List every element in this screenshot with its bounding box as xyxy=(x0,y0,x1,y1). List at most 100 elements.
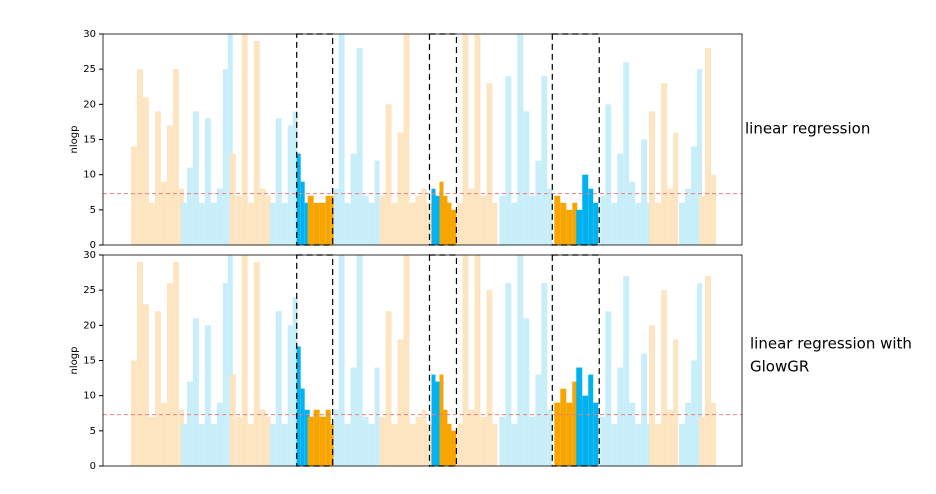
point-column xyxy=(229,374,236,466)
point-column xyxy=(435,195,441,245)
point-column xyxy=(222,283,228,466)
point-column xyxy=(572,202,578,245)
point-column xyxy=(338,255,345,466)
point-column xyxy=(421,409,427,466)
point-column xyxy=(192,318,199,466)
point-column xyxy=(451,430,457,466)
point-column xyxy=(474,34,481,245)
point-column xyxy=(192,111,199,245)
point-column xyxy=(319,416,326,466)
point-column xyxy=(216,188,223,245)
point-column xyxy=(160,402,167,466)
point-column xyxy=(649,325,656,466)
point-column xyxy=(426,202,432,245)
point-column xyxy=(554,195,561,245)
point-column xyxy=(300,388,305,466)
point-column xyxy=(588,188,594,245)
point-column xyxy=(247,423,254,466)
point-column xyxy=(241,34,248,245)
point-column xyxy=(457,423,463,466)
point-column xyxy=(172,262,179,466)
point-column xyxy=(635,423,642,466)
point-column xyxy=(186,381,193,466)
point-column xyxy=(265,195,271,245)
point-column xyxy=(593,402,599,466)
y-tick-label: 25 xyxy=(83,64,96,75)
point-column xyxy=(166,125,173,245)
point-column xyxy=(307,195,314,245)
y-tick-label: 30 xyxy=(83,250,96,261)
point-column xyxy=(685,402,692,466)
point-column xyxy=(699,416,706,466)
point-column xyxy=(379,195,386,245)
side-label: linear regression xyxy=(745,120,870,138)
point-column xyxy=(699,195,706,245)
point-column xyxy=(415,416,422,466)
point-column xyxy=(705,48,712,245)
point-column xyxy=(350,153,357,245)
point-column xyxy=(247,202,254,245)
point-column xyxy=(235,195,242,245)
point-column xyxy=(511,423,518,466)
point-column xyxy=(486,83,493,245)
side-label: linear regression with xyxy=(750,335,912,353)
point-column xyxy=(435,381,441,466)
point-column xyxy=(529,416,536,466)
point-column xyxy=(275,311,282,466)
point-column xyxy=(300,181,305,245)
point-column xyxy=(582,395,589,466)
point-column xyxy=(439,374,444,466)
point-column xyxy=(462,255,469,466)
point-column xyxy=(198,202,205,245)
point-column xyxy=(409,202,416,245)
point-column xyxy=(253,262,260,466)
point-column xyxy=(560,388,567,466)
point-column xyxy=(462,34,469,245)
point-column xyxy=(566,402,573,466)
point-column xyxy=(705,276,712,466)
point-column xyxy=(600,416,606,466)
point-column xyxy=(588,374,594,466)
point-column xyxy=(443,195,448,245)
y-tick-label: 5 xyxy=(90,426,96,437)
point-column xyxy=(492,202,498,245)
point-column xyxy=(523,318,530,466)
point-column xyxy=(560,202,567,245)
point-column xyxy=(241,255,248,466)
point-column xyxy=(623,276,630,466)
point-column xyxy=(641,139,648,245)
point-column xyxy=(374,160,380,245)
point-column xyxy=(697,69,703,246)
point-column xyxy=(415,195,422,245)
point-column xyxy=(148,416,155,466)
point-column xyxy=(136,69,143,246)
point-column xyxy=(447,423,452,466)
point-column xyxy=(431,374,436,466)
point-column xyxy=(635,202,642,245)
point-column xyxy=(227,34,233,245)
y-tick-label: 20 xyxy=(83,99,96,110)
point-column xyxy=(572,381,578,466)
point-column xyxy=(535,374,542,466)
point-column xyxy=(667,188,674,245)
point-column xyxy=(431,188,436,245)
point-column xyxy=(711,402,717,466)
point-column xyxy=(374,367,380,466)
point-column xyxy=(480,195,487,245)
point-column xyxy=(535,160,542,245)
point-column xyxy=(451,209,457,245)
point-column xyxy=(142,97,149,245)
point-column xyxy=(617,153,624,245)
point-column xyxy=(421,188,427,245)
y-tick-label: 0 xyxy=(90,240,96,251)
point-column xyxy=(605,104,612,245)
point-column xyxy=(265,416,271,466)
point-column xyxy=(259,409,266,466)
point-column xyxy=(679,423,686,466)
point-column xyxy=(582,174,589,245)
point-column xyxy=(474,255,481,466)
point-column xyxy=(292,297,298,466)
point-column xyxy=(691,146,698,245)
